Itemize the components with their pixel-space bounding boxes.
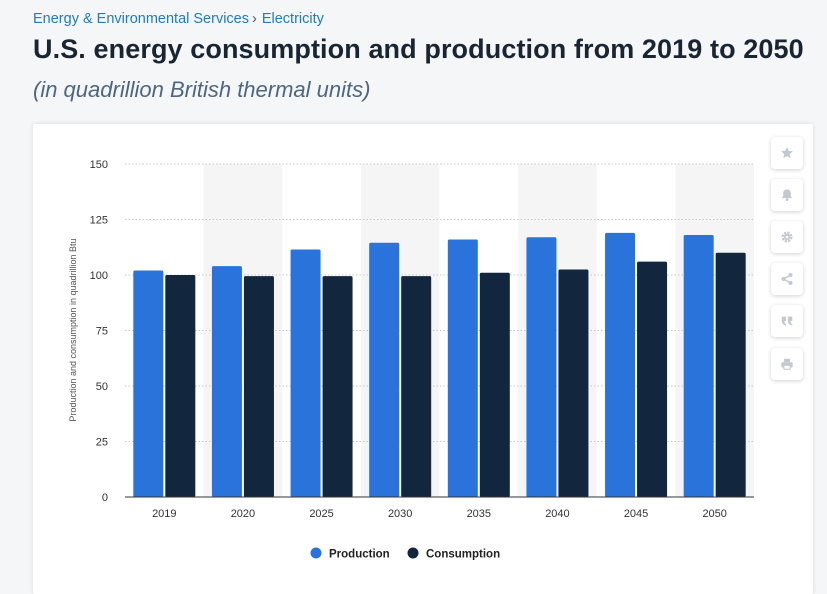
gear-icon (781, 231, 793, 243)
y-tick-label: 100 (90, 270, 108, 282)
breadcrumb: Energy & Environmental Services › Electric… (33, 11, 324, 27)
x-tick-label: 2035 (467, 508, 491, 520)
bar-production-2035[interactable] (447, 239, 478, 498)
bar-production-2025[interactable] (290, 249, 321, 497)
y-tick-label: 50 (96, 381, 108, 393)
chart-legend: Production Consumption (310, 547, 500, 561)
notification-button[interactable] (771, 179, 803, 211)
x-tick-label: 2025 (309, 508, 333, 520)
x-tick-label: 2045 (624, 508, 648, 520)
y-axis-label: Production and consumption in quadrillio… (68, 238, 78, 421)
legend-marker-consumption[interactable] (407, 547, 419, 559)
settings-button[interactable] (771, 221, 803, 253)
share-button[interactable] (771, 263, 803, 295)
y-tick-label: 0 (102, 492, 108, 504)
bar-production-2045[interactable] (605, 232, 636, 497)
x-tick-label: 2020 (231, 508, 255, 520)
y-axis-ticks: 0 25 50 75 100 125 150 (90, 159, 108, 504)
share-icon (781, 273, 793, 285)
bar-production-2020[interactable] (211, 266, 242, 497)
breadcrumb-separator: › (252, 11, 257, 27)
print-icon (781, 358, 793, 370)
cite-button[interactable] (771, 305, 803, 337)
x-tick-label: 2040 (545, 508, 569, 520)
bar-consumption-2045[interactable] (637, 261, 668, 497)
bar-consumption-2050[interactable] (715, 252, 746, 497)
x-tick-label: 2050 (702, 508, 726, 520)
print-button[interactable] (771, 348, 803, 380)
x-tick-label: 2019 (152, 508, 176, 520)
bar-production-2050[interactable] (683, 235, 714, 498)
bar-consumption-2035[interactable] (479, 272, 510, 497)
favorite-button[interactable] (771, 137, 803, 169)
y-tick-label: 150 (90, 159, 108, 171)
bar-consumption-2019[interactable] (165, 275, 196, 497)
breadcrumb-link-energy[interactable]: Energy & Environmental Services (33, 11, 249, 27)
bar-consumption-2030[interactable] (401, 276, 432, 497)
bell-icon (782, 189, 792, 202)
page-subtitle: (in quadrillion British thermal units) (33, 77, 371, 102)
chart-bars (133, 232, 746, 498)
bar-consumption-2025[interactable] (322, 276, 353, 497)
bar-production-2030[interactable] (369, 242, 400, 497)
page-title: U.S. energy consumption and production f… (33, 34, 804, 64)
bar-production-2040[interactable] (526, 237, 557, 497)
x-axis-ticks: 2019 2020 2025 2030 2035 2040 2045 2050 (152, 508, 727, 520)
y-tick-label: 25 (96, 437, 108, 449)
bar-production-2019[interactable] (133, 270, 164, 497)
quote-icon (781, 316, 793, 326)
legend-label-production[interactable]: Production (329, 549, 390, 561)
bar-consumption-2020[interactable] (243, 276, 274, 497)
legend-label-consumption[interactable]: Consumption (426, 549, 500, 561)
y-tick-label: 75 (96, 326, 108, 338)
x-tick-label: 2030 (388, 508, 412, 520)
star-icon (781, 147, 793, 159)
bar-consumption-2040[interactable] (558, 269, 589, 497)
breadcrumb-link-electricity[interactable]: Electricity (261, 11, 324, 27)
y-tick-label: 125 (90, 215, 108, 227)
legend-marker-production[interactable] (310, 547, 322, 559)
